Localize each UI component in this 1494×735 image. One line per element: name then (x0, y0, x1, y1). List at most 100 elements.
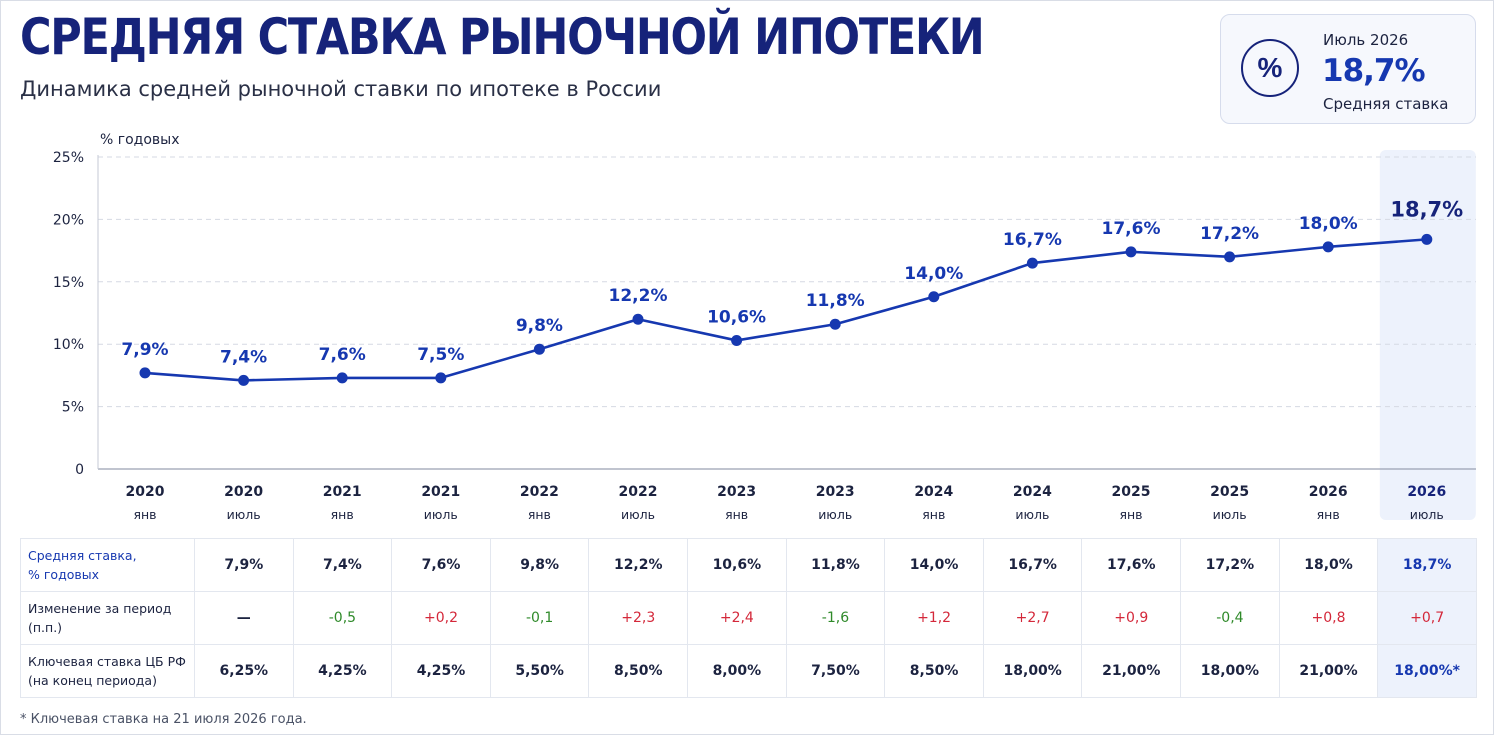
row-label-line: Ключевая ставка ЦБ РФ (28, 654, 186, 669)
row-label-line: % годовых (28, 567, 99, 582)
table-cell: -0,4 (1180, 591, 1280, 645)
x-tick-period: янв (331, 507, 354, 522)
table-cell: +0,9 (1081, 591, 1182, 645)
data-label: 7,5% (417, 345, 464, 365)
x-tick-year: 2021 (323, 484, 362, 500)
x-tick-period: янв (922, 507, 945, 522)
table-cell: 4,25% (292, 644, 393, 698)
data-label: 17,2% (1200, 224, 1259, 244)
page-title: СРЕДНЯЯ СТАВКА РЫНОЧНОЙ ИПОТЕКИ (20, 8, 985, 66)
table-cell: -0,5 (292, 591, 393, 645)
x-tick-year: 2023 (717, 484, 756, 500)
table-cell: 8,00% (687, 644, 787, 698)
y-tick-label: 10% (53, 337, 84, 353)
table-cell: +0,2 (391, 591, 491, 645)
x-tick-year: 2026 (1309, 484, 1348, 500)
table-cell: 14,0% (884, 538, 984, 592)
table-cell: 17,2% (1180, 538, 1280, 592)
x-tick-period: июль (818, 507, 852, 522)
data-label: 16,7% (1003, 230, 1062, 250)
row-label-line: (на конец периода) (28, 673, 157, 688)
summary-caption: Средняя ставка (1323, 95, 1449, 113)
x-tick-period: янв (528, 507, 551, 522)
table-cell: 11,8% (785, 538, 886, 592)
data-point (1224, 251, 1236, 263)
data-point (1026, 257, 1038, 269)
data-point (336, 372, 348, 384)
x-tick-period: июль (1410, 507, 1444, 522)
table-row: Средняя ставка, % годовых 7,9% 7,4% 7,6% 9,8%… (20, 538, 1477, 592)
data-point (1421, 233, 1433, 245)
table-cell: 21,00% (1278, 644, 1379, 698)
x-tick-period: янв (1119, 507, 1142, 522)
row-label-line: (п.п.) (28, 620, 63, 635)
table-cell: 18,00%* (1377, 644, 1477, 698)
data-point (829, 318, 841, 330)
table-cell: 18,7% (1377, 538, 1477, 592)
table-cell: 21,00% (1081, 644, 1182, 698)
x-tick-year: 2026 (1407, 484, 1446, 500)
table-cell: +2,4 (687, 591, 787, 645)
data-point (928, 291, 940, 303)
percent-icon: % (1241, 39, 1299, 97)
highlight-band (1379, 150, 1476, 520)
x-tick-period: янв (133, 507, 156, 522)
x-tick-year: 2024 (1013, 484, 1052, 500)
data-label: 17,6% (1102, 219, 1161, 239)
table-cell: 7,50% (785, 644, 886, 698)
table-cell: +1,2 (884, 591, 984, 645)
y-tick-label: 25% (53, 150, 84, 166)
y-tick-label: 0 (75, 462, 84, 478)
table-cell: 7,6% (391, 538, 491, 592)
x-tick-year: 2025 (1210, 484, 1249, 500)
table-cell: — (194, 591, 294, 645)
table-cell: +0,7 (1377, 591, 1477, 645)
summary-value: 18,7% (1322, 53, 1426, 89)
row-label: Средняя ставка, % годовых (20, 538, 195, 592)
data-label: 14,0% (904, 264, 963, 284)
x-tick-period: янв (725, 507, 748, 522)
x-tick-year: 2020 (126, 484, 165, 500)
table-cell: -0,1 (489, 591, 590, 645)
table-cell: 6,25% (194, 644, 294, 698)
data-table: Средняя ставка, % годовых 7,9% 7,4% 7,6% 9,8%… (20, 538, 1477, 698)
data-point (435, 372, 447, 384)
row-label-line: Средняя ставка, (28, 548, 137, 563)
table-cell: 12,2% (588, 538, 689, 592)
table-cell: 4,25% (391, 644, 491, 698)
data-label: 10,6% (707, 307, 766, 327)
data-label: 11,8% (806, 291, 865, 311)
table-cell: +2,7 (982, 591, 1083, 645)
y-tick-label: 20% (53, 212, 84, 228)
data-label: 7,9% (121, 340, 168, 360)
table-cell: 18,0% (1278, 538, 1379, 592)
table-cell: 10,6% (687, 538, 787, 592)
table-cell: 8,50% (884, 644, 984, 698)
table-cell: 7,9% (194, 538, 294, 592)
data-label: 18,0% (1299, 214, 1358, 234)
y-tick-label: 15% (53, 275, 84, 291)
table-cell: 7,4% (292, 538, 393, 592)
footnote: * Ключевая ставка на 21 июля 2026 года. (20, 712, 307, 727)
data-point (1322, 241, 1334, 253)
data-label: 9,8% (516, 316, 563, 336)
table-cell: +0,8 (1278, 591, 1379, 645)
data-point (632, 313, 644, 325)
summary-card: % Июль 2026 18,7% Средняя ставка (1220, 14, 1476, 124)
data-label: 18,7% (1390, 197, 1463, 221)
summary-period: Июль 2026 (1323, 31, 1409, 49)
x-tick-period: июль (1213, 507, 1247, 522)
x-tick-year: 2020 (224, 484, 263, 500)
data-point (731, 334, 743, 346)
x-tick-period: янв (1317, 507, 1340, 522)
x-tick-period: июль (227, 507, 261, 522)
x-tick-period: июль (1015, 507, 1049, 522)
line-chart: % годовых 0 5% 10% 15% 20% 25% 7,9% 7,4% 7,6% 7,5%… (53, 132, 1476, 522)
x-tick-year: 2024 (914, 484, 953, 500)
x-tick-year: 2023 (816, 484, 855, 500)
data-label: 7,4% (220, 347, 267, 367)
x-tick-period: июль (424, 507, 458, 522)
table-cell: 16,7% (982, 538, 1083, 592)
x-tick-year: 2022 (619, 484, 658, 500)
y-axis-label: % годовых (100, 132, 180, 148)
